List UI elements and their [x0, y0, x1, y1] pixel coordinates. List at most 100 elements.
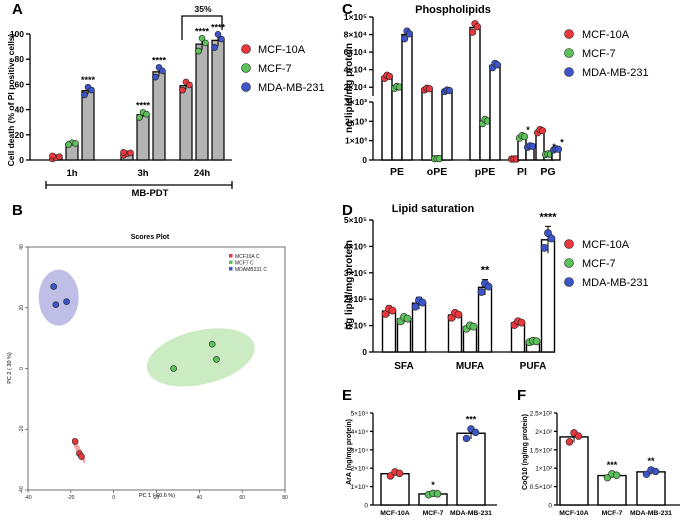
panel-a-point: [152, 73, 159, 81]
panel-e-significance: *: [431, 480, 435, 490]
panel-e-significance: ***: [466, 414, 477, 424]
panel-b-xtick-label: 0: [112, 495, 115, 501]
panel-f-point: [612, 471, 621, 479]
panel-d-significance: **: [481, 265, 490, 277]
panel-b-point: [50, 283, 58, 290]
panel-b-point: [52, 301, 60, 309]
panel-a-significance: ****: [136, 100, 151, 110]
panel-e-ytick-label: 1×10⁴: [351, 484, 369, 491]
panel-d-point: [517, 318, 526, 327]
legend-c-label: MCF-10A: [582, 29, 630, 41]
panel-e-ytick-label: 0: [364, 503, 368, 510]
panel-e-point: [462, 434, 471, 443]
panel-c-ytick-label: 8×10⁴: [344, 30, 367, 40]
panel-f-ytick-label: 0: [548, 503, 552, 510]
panel-c-point: [473, 23, 482, 31]
panel-c-point: [385, 72, 394, 81]
bar-mda-mb-231: [81, 90, 95, 161]
bar-mcf-7: [391, 86, 403, 161]
panel-e-bar: [456, 432, 486, 506]
panel-label-a: A: [12, 1, 23, 18]
panel-b-ytick-label: 20: [19, 305, 25, 311]
bar-mda-mb-231: [441, 90, 453, 161]
panel-label-d: D: [342, 202, 353, 219]
panel-d-point: [469, 322, 478, 331]
panel-d-chart: Lipid saturation ng lipid/mg protein 0 1×…: [344, 203, 649, 372]
panel-a-bracket: [181, 15, 223, 40]
panel-b-xtick-label: 20: [154, 495, 160, 501]
panel-f-category-label: MCF-10A: [559, 510, 589, 517]
panel-d-point: [454, 310, 463, 319]
panel-f-bar: [636, 471, 666, 506]
panel-e-point: [471, 428, 480, 437]
panel-a-group-label: 3h: [137, 168, 148, 179]
bar-mda-mb-231: [540, 239, 556, 353]
bar-mcf-10a: [179, 85, 193, 161]
panel-b-confidence-ellipse: [146, 328, 255, 387]
panel-a-point: [198, 34, 206, 42]
panel-b-xlabel: PC 1 ( 60.6 %): [139, 493, 175, 499]
panel-d-ytick-label: 1×10⁵: [344, 321, 367, 331]
panel-c-ytick-label: 1×10⁵: [344, 12, 367, 22]
panel-a-point: [120, 149, 127, 156]
panel-b-point: [170, 365, 177, 372]
panel-a-point: [143, 110, 150, 118]
panel-f-point: [642, 470, 651, 478]
panel-b-point: [78, 453, 85, 460]
panel-c-point: [445, 86, 454, 95]
panel-b-xtick-label: -40: [24, 495, 31, 501]
panel-a-group-label: 24h: [194, 168, 211, 179]
panel-a-ytick-label: 100: [10, 29, 24, 39]
panel-c-ytick-label: 2×10³: [345, 116, 367, 126]
panel-a-significance: ****: [195, 26, 210, 36]
legend-b-label: MCF7 C: [235, 261, 254, 267]
panel-c-point: [554, 145, 563, 153]
legend-a-marker: [241, 82, 251, 92]
panel-b-xtick-label: 40: [197, 495, 203, 501]
panel-a-ytick-label: 60: [15, 79, 25, 89]
panel-e-ytick-label: 2×10⁴: [351, 466, 369, 473]
panel-d-point: [418, 298, 427, 307]
panel-a-point: [159, 67, 166, 75]
panel-c-significance: *: [560, 137, 564, 147]
panel-e-ytick-label: 5×10⁴: [351, 411, 369, 418]
panel-a-point: [211, 44, 218, 51]
panel-f-chart: CoQ10 (ng/mg protein) 0 0.5×10² 1×10² 1.5×1…: [522, 411, 680, 517]
panel-f-ytick-label: 2.5×10²: [530, 411, 553, 418]
panel-a-point: [186, 81, 193, 89]
panel-e-point: [433, 490, 442, 498]
panel-label-e: E: [342, 387, 352, 404]
panel-d-ytick-label: 0: [362, 347, 367, 357]
bar-mda-mb-231: [152, 71, 166, 161]
panel-a-point: [72, 140, 79, 147]
panel-b-ytick-label: 40: [19, 244, 25, 250]
panel-b-ytick-label: -40: [19, 486, 25, 493]
panel-d-ytick-label: 4×10⁵: [344, 241, 367, 251]
legend-a-label: MDA-MB-231: [258, 82, 325, 94]
panel-c-category-label: oPE: [427, 166, 447, 178]
bar-mcf-10a: [421, 88, 433, 161]
panel-c-ytick-label: 4×10⁴: [344, 65, 367, 75]
panel-d-point: [403, 314, 412, 323]
panel-d-significance: ****: [539, 211, 557, 223]
panel-b-xtick-label: 80: [282, 495, 288, 501]
panel-a-ytick-label: 20: [15, 130, 25, 140]
bar-mcf-7: [479, 120, 491, 161]
panel-c-category-label: PE: [390, 166, 404, 178]
panel-d-point: [544, 229, 552, 237]
panel-c-category-label: pPE: [475, 166, 495, 178]
panel-c-point: [405, 30, 414, 38]
panel-a-ytick-label: 40: [15, 105, 25, 115]
panel-d-point: [388, 306, 397, 315]
legend-b-marker: [229, 254, 233, 258]
panel-e-bar: [380, 473, 410, 506]
panel-c-ytick-label: 2×10⁴: [344, 82, 367, 92]
bar-mda-mb-231: [411, 302, 427, 353]
panel-d-point: [381, 310, 390, 318]
panel-f-category-label: MCF-7: [602, 510, 623, 517]
panel-a-point: [179, 86, 186, 94]
panel-c-point: [493, 61, 502, 69]
panel-a-point: [218, 35, 225, 43]
legend-b-label: MDAMB231 C: [235, 267, 267, 273]
panel-c-point: [528, 142, 537, 150]
